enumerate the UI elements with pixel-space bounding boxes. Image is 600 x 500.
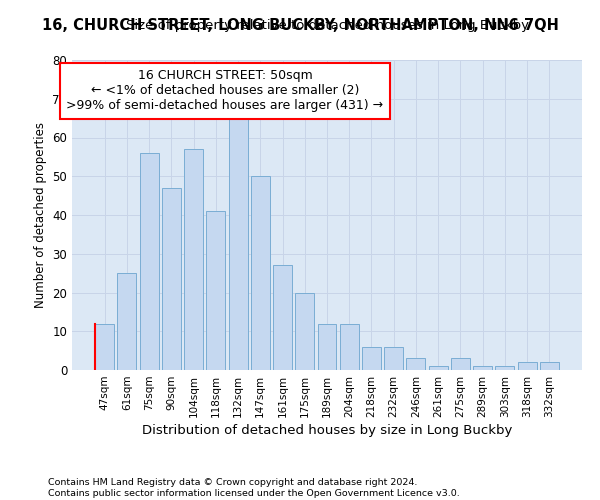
- Bar: [162, 188, 181, 370]
- Bar: [184, 149, 203, 370]
- Bar: [340, 324, 359, 370]
- Text: 16, CHURCH STREET, LONG BUCKBY, NORTHAMPTON, NN6 7QH: 16, CHURCH STREET, LONG BUCKBY, NORTHAMP…: [41, 18, 559, 32]
- Bar: [118, 273, 136, 370]
- Bar: [362, 347, 381, 370]
- Title: Size of property relative to detached houses in Long Buckby: Size of property relative to detached ho…: [125, 20, 529, 32]
- Bar: [496, 366, 514, 370]
- Bar: [95, 324, 114, 370]
- Bar: [518, 362, 536, 370]
- Bar: [540, 362, 559, 370]
- Bar: [429, 366, 448, 370]
- Bar: [251, 176, 270, 370]
- Bar: [317, 324, 337, 370]
- Bar: [451, 358, 470, 370]
- Bar: [206, 211, 225, 370]
- Bar: [295, 292, 314, 370]
- Bar: [473, 366, 492, 370]
- Y-axis label: Number of detached properties: Number of detached properties: [34, 122, 47, 308]
- Bar: [140, 153, 158, 370]
- Bar: [273, 266, 292, 370]
- Text: Contains HM Land Registry data © Crown copyright and database right 2024.
Contai: Contains HM Land Registry data © Crown c…: [48, 478, 460, 498]
- Bar: [384, 347, 403, 370]
- X-axis label: Distribution of detached houses by size in Long Buckby: Distribution of detached houses by size …: [142, 424, 512, 437]
- Text: 16 CHURCH STREET: 50sqm
← <1% of detached houses are smaller (2)
>99% of semi-de: 16 CHURCH STREET: 50sqm ← <1% of detache…: [67, 70, 383, 112]
- Bar: [406, 358, 425, 370]
- Bar: [229, 118, 248, 370]
